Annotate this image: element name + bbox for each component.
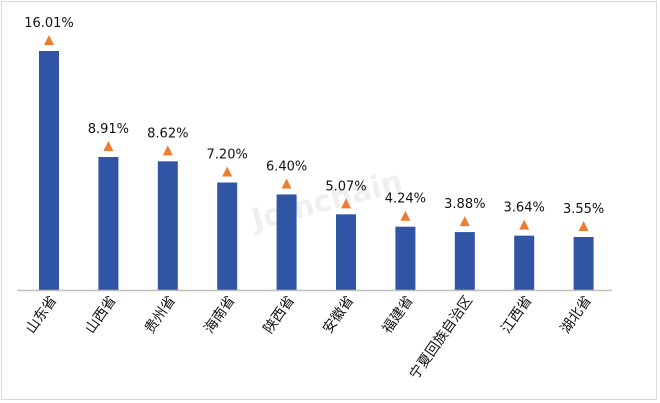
category-label: 贵州省 [142,293,179,337]
value-label: 8.91% [88,122,129,137]
triangle-marker [341,198,351,209]
value-label: 5.07% [325,179,366,194]
category-label: 江西省 [498,293,535,337]
triangle-marker [459,216,470,227]
bar [395,226,416,290]
bar [39,51,59,290]
triangle-marker [578,221,589,232]
bar [573,237,594,290]
triangle-marker [281,178,292,189]
triangle-marker [162,145,173,156]
value-label: 8.62% [147,126,188,141]
bar [276,194,297,290]
triangle-marker [519,219,530,230]
triangle-marker [103,140,114,151]
category-label: 山西省 [82,293,119,337]
bar [514,235,535,290]
bar [454,232,475,290]
category-label: 福建省 [379,293,416,337]
category-label: 山东省 [23,293,60,337]
watermark: Joinchain [246,164,406,238]
category-label: 宁夏回族自治区 [406,293,476,383]
bar [157,161,178,290]
value-label: 6.40% [266,159,307,174]
triangle-marker [44,35,54,45]
bar [217,182,238,290]
value-label: 7.20% [207,148,248,163]
triangle-marker [400,210,411,221]
value-label: 3.55% [563,202,604,217]
value-label: 4.24% [385,192,426,207]
category-label: 安徽省 [320,293,357,337]
bar [98,156,119,290]
value-label: 16.01% [24,16,74,31]
value-label: 3.64% [504,201,545,216]
category-label: 海南省 [201,293,238,337]
value-label: 3.88% [444,197,485,212]
category-label: 湖北省 [558,293,595,337]
triangle-marker [222,166,233,177]
category-label: 陕西省 [261,293,298,337]
bar [336,214,356,290]
